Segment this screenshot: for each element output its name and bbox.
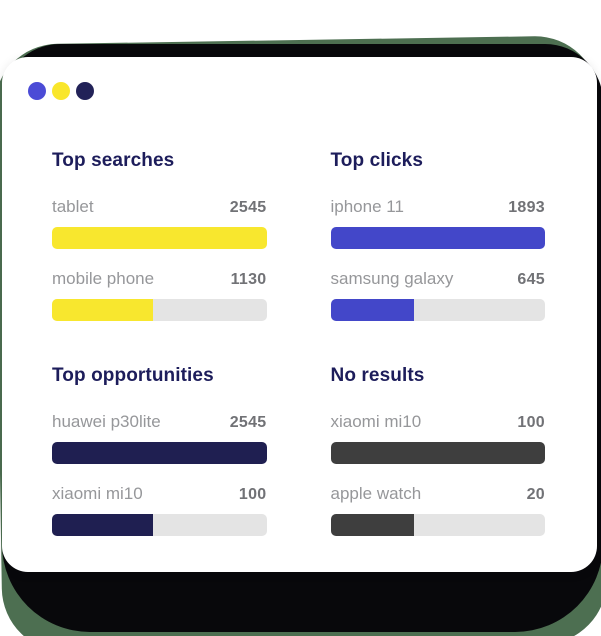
bar-row: iphone 11 1893	[330, 197, 546, 249]
bar-value: 2545	[229, 414, 267, 431]
bar-value: 2545	[229, 199, 267, 216]
bar-row-head: samsung galaxy 645	[331, 269, 546, 289]
panel-top-clicks: Top clicks iphone 11 1893 samsung galaxy…	[330, 150, 546, 321]
bar-row-head: huawei p30lite 2545	[52, 412, 267, 432]
bar-track	[52, 299, 267, 321]
bar-fill	[330, 442, 545, 464]
bar-value: 645	[517, 271, 545, 288]
bar-label: samsung galaxy	[330, 269, 454, 288]
app-window: Top searches tablet 2545 mobile phone 11…	[2, 57, 597, 572]
bar-value: 20	[526, 486, 545, 503]
bar-value: 100	[517, 414, 545, 431]
panel-no-results: No results xiaomi mi10 100 apple watch 2…	[330, 365, 546, 536]
panel-title: Top searches	[52, 150, 175, 171]
bar-track	[330, 299, 545, 321]
bar-row: mobile phone 1130	[52, 269, 267, 321]
bar-label: xiaomi mi10	[52, 484, 143, 503]
bar-row: tablet 2545	[52, 197, 267, 249]
bar-row: apple watch 20	[330, 484, 546, 536]
bar-fill	[52, 299, 153, 321]
window-dot-blue-icon[interactable]	[28, 82, 46, 100]
bar-row-head: xiaomi mi10 100	[331, 412, 546, 432]
bar-track	[330, 442, 545, 464]
panel-title: No results	[330, 365, 425, 386]
bar-track	[330, 514, 545, 536]
panel-top-opportunities: Top opportunities huawei p30lite 2545 xi…	[52, 365, 267, 536]
bar-row: xiaomi mi10 100	[330, 412, 546, 464]
bar-row: xiaomi mi10 100	[52, 484, 267, 536]
bar-fill	[52, 514, 153, 536]
bar-value: 1130	[230, 271, 267, 288]
bar-fill	[52, 227, 267, 249]
bar-fill	[52, 442, 267, 464]
bar-row-head: iphone 11 1893	[331, 197, 546, 217]
panel-title: Top clicks	[330, 150, 424, 171]
panel-title: Top opportunities	[52, 365, 214, 386]
bar-label: tablet	[52, 197, 94, 216]
bar-value: 1893	[508, 199, 545, 216]
window-controls	[2, 57, 597, 100]
bar-track	[330, 227, 545, 249]
bar-label: apple watch	[330, 484, 422, 503]
bar-row: huawei p30lite 2545	[52, 412, 267, 464]
bar-value: 100	[238, 486, 267, 503]
bar-row-head: mobile phone 1130	[52, 269, 267, 289]
bar-fill	[330, 514, 415, 536]
bar-row: samsung galaxy 645	[330, 269, 546, 321]
bar-label: iphone 11	[330, 197, 404, 216]
window-dot-navy-icon[interactable]	[76, 82, 94, 100]
dashboard-panels: Top searches tablet 2545 mobile phone 11…	[2, 150, 597, 536]
bar-label: xiaomi mi10	[330, 412, 422, 431]
bar-track	[52, 227, 267, 249]
bar-row-head: tablet 2545	[52, 197, 267, 217]
bar-fill	[330, 299, 415, 321]
bar-label: huawei p30lite	[52, 412, 161, 431]
bar-row-head: xiaomi mi10 100	[52, 484, 267, 504]
window-dot-yellow-icon[interactable]	[52, 82, 70, 100]
bar-track	[52, 514, 267, 536]
panel-top-searches: Top searches tablet 2545 mobile phone 11…	[52, 150, 267, 321]
bar-track	[52, 442, 267, 464]
bar-row-head: apple watch 20	[331, 484, 546, 504]
bar-fill	[330, 227, 545, 249]
bar-label: mobile phone	[52, 269, 155, 288]
